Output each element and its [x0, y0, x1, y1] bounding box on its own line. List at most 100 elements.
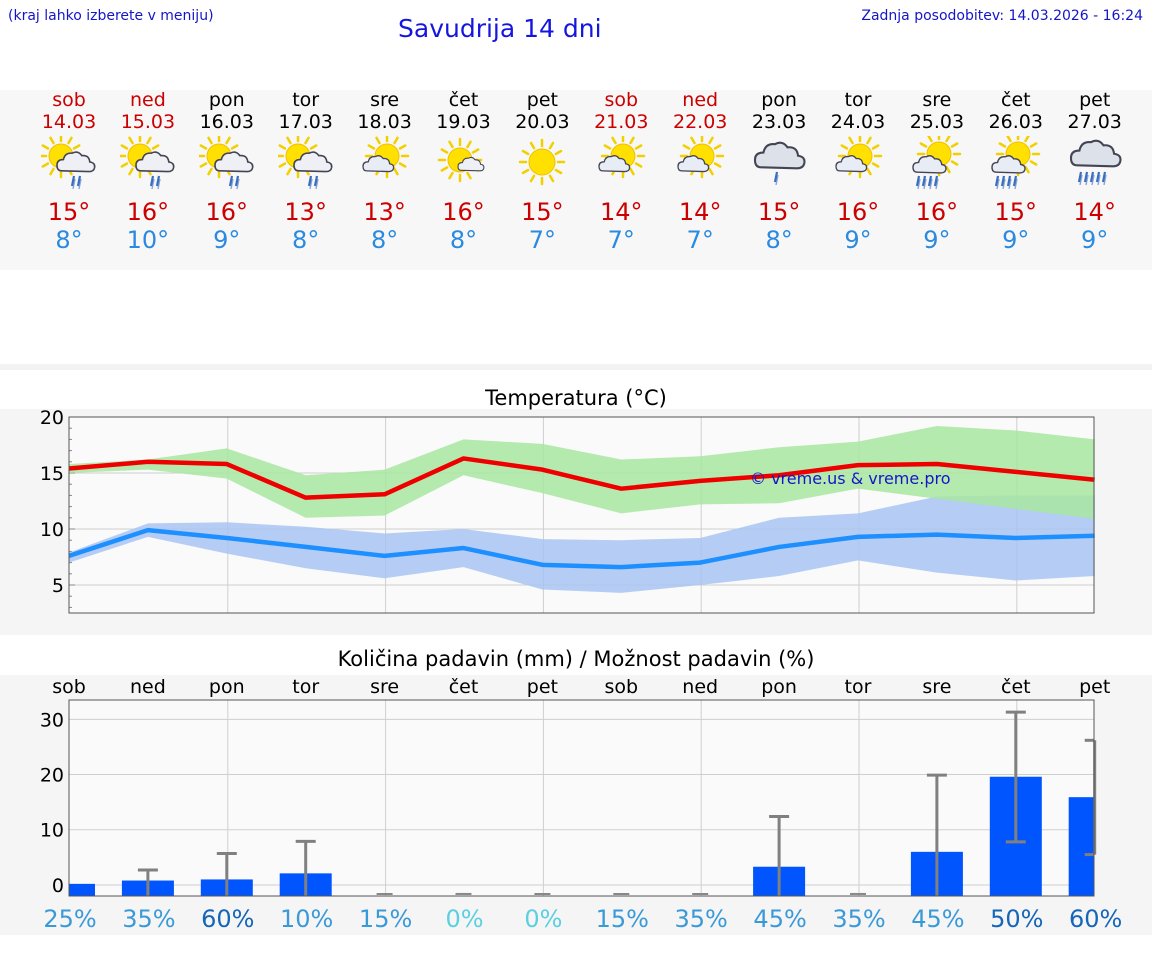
temp-max: 16° [836, 198, 880, 226]
precip-tick-label: 0 [52, 875, 64, 897]
temp-max: 14° [678, 198, 722, 226]
precip-category-label: čet [449, 676, 479, 698]
temp-max: 16° [205, 198, 249, 226]
location-hint: (kraj lahko izberete v meniju) [8, 8, 214, 24]
day-date: 25.03 [909, 111, 965, 133]
min-temp-range-band [69, 495, 1095, 593]
day-date: 16.03 [199, 111, 254, 133]
divider [0, 364, 1152, 370]
daily-forecast-strip: sob 14.03 15° 8° ned 15.03 16° 10° pon 16.03 16° 9°… [0, 90, 1152, 270]
day-name: pet [526, 89, 558, 111]
sun-cloud-icon [835, 136, 883, 179]
sun-cloud-heavy-rain-icon [912, 136, 962, 190]
precip-category-label: čet [1001, 676, 1031, 698]
day-name: čet [1001, 89, 1031, 111]
temp-tick-label: 15 [40, 463, 64, 485]
precip-category-label: sre [370, 676, 399, 698]
day-name: tor [292, 89, 320, 111]
precip-tick-label: 30 [40, 709, 64, 731]
temp-min: 8° [765, 226, 793, 254]
precip-plot-frame [68, 699, 1095, 897]
temp-min: 8° [370, 226, 399, 254]
day-name: sob [604, 89, 639, 111]
precip-probability-label: 45% [911, 905, 964, 933]
sun-cloud-heavy-rain-icon [991, 136, 1041, 190]
precip-probability-label: 60% [1069, 905, 1122, 933]
precip-category-label: pon [209, 676, 245, 698]
precip-category-label: pet [527, 676, 558, 698]
temp-max: 15° [47, 198, 91, 226]
precip-probability-label: 35% [122, 905, 175, 933]
temp-max: 16° [126, 198, 170, 226]
day-name: pon [761, 89, 797, 111]
temp-min: 7° [528, 226, 557, 254]
min-temp-line [68, 527, 1095, 570]
day-date: 14.03 [41, 111, 97, 133]
day-date: 20.03 [515, 111, 570, 133]
page-title: Savudrija 14 dni [398, 14, 602, 43]
precip-tick-label: 20 [40, 765, 64, 787]
day-date: 26.03 [988, 111, 1043, 133]
precip-probability-label: 35% [675, 905, 728, 933]
cloud-rain-icon [754, 141, 806, 186]
temp-max: 13° [284, 198, 327, 226]
temp-max: 14° [600, 198, 643, 226]
precip-probability-label: 0% [524, 905, 562, 933]
precip-probability-label: 0% [445, 905, 483, 933]
temp-min: 8° [55, 226, 83, 254]
last-updated: Zadnja posodobitev: 14.03.2026 - 16:24 [861, 8, 1143, 24]
temp-min: 9° [923, 226, 951, 254]
precip-bar [69, 883, 95, 896]
temp-plot-frame [68, 416, 1095, 614]
precip-category-label: pon [761, 676, 797, 698]
precip-category-label: sob [52, 676, 86, 698]
day-name: čet [448, 89, 479, 111]
temp-min: 9° [213, 226, 241, 254]
temp-tick-label: 10 [40, 519, 64, 541]
temp-tick-label: 20 [40, 407, 64, 429]
temp-min: 8° [292, 226, 320, 254]
sun-cloud-icon [361, 136, 409, 179]
sun-cloud-icon [598, 136, 646, 179]
day-date: 22.03 [672, 111, 728, 133]
temp-max: 14° [1073, 198, 1116, 226]
day-date: 19.03 [436, 111, 491, 133]
watermark: © vreme.us & vreme.pro [750, 469, 951, 488]
precip-category-label: pet [1079, 676, 1110, 698]
sun-icon [519, 138, 566, 186]
temp-min: 8° [449, 226, 478, 254]
sun-cloud-rain-icon [198, 136, 254, 190]
sun-cloud-icon [677, 136, 725, 179]
day-name: sob [52, 89, 86, 111]
precip-category-label: ned [682, 676, 718, 698]
sun-cloud-rain-icon [277, 136, 333, 190]
precip-probability-label: 15% [596, 905, 649, 933]
temp-min: 9° [844, 226, 872, 254]
day-date: 17.03 [278, 111, 333, 133]
day-name: sre [922, 89, 952, 111]
precipitation-chart-title: Količina padavin (mm) / Možnost padavin … [337, 647, 815, 671]
precip-tick-label: 10 [40, 820, 64, 842]
precip-bar [1068, 797, 1094, 896]
max-temp-line [68, 456, 1095, 500]
temp-min: 7° [686, 226, 714, 254]
precip-probability-label: 35% [832, 905, 885, 933]
day-date: 23.03 [751, 111, 807, 133]
day-date: 24.03 [830, 111, 886, 133]
day-name: ned [682, 89, 719, 111]
sun-small-cloud-icon [437, 137, 484, 183]
sun-cloud-rain-icon [119, 136, 175, 190]
day-name: sre [370, 89, 400, 111]
temp-min: 10° [126, 226, 170, 254]
temp-max: 16° [442, 198, 485, 226]
day-name: ned [129, 89, 166, 111]
sun-cloud-rain-icon [41, 136, 96, 190]
temp-tick-label: 5 [52, 575, 64, 597]
temp-min: 9° [1002, 226, 1030, 254]
temp-max: 16° [915, 198, 959, 226]
day-name: tor [844, 89, 872, 111]
precip-probability-label: 25% [43, 905, 96, 933]
temp-max: 15° [757, 198, 801, 226]
precip-probability-label: 50% [990, 905, 1043, 933]
